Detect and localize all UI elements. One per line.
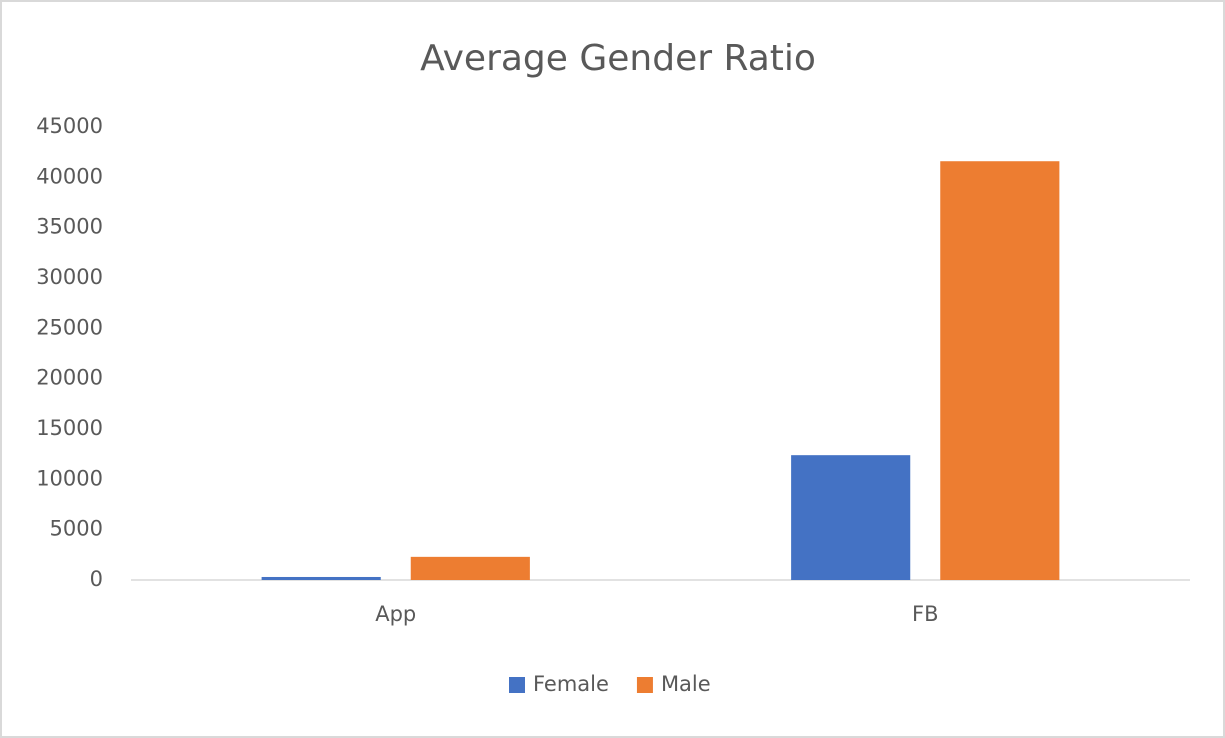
- y-tick-label: 5000: [50, 517, 103, 541]
- y-tick-label: 35000: [36, 215, 103, 239]
- bar: [410, 556, 530, 580]
- chart-title: Average Gender Ratio: [420, 38, 816, 79]
- y-tick-label: 40000: [36, 164, 103, 188]
- legend-label: Male: [661, 672, 711, 696]
- legend-label: Female: [533, 672, 609, 696]
- bar: [940, 161, 1060, 580]
- y-tick-label: 30000: [36, 265, 103, 289]
- y-tick-label: 20000: [36, 366, 103, 390]
- bar: [791, 455, 911, 580]
- legend-swatch: [636, 677, 653, 693]
- y-tick-label: 45000: [36, 114, 103, 138]
- x-tick-label: FB: [912, 602, 939, 626]
- y-tick-label: 10000: [36, 466, 103, 490]
- y-tick-label: 25000: [36, 315, 103, 339]
- x-tick-label: App: [375, 602, 416, 626]
- y-tick-label: 0: [90, 567, 103, 591]
- y-tick-label: 15000: [36, 416, 103, 440]
- legend-swatch: [509, 677, 525, 693]
- bar: [261, 576, 381, 580]
